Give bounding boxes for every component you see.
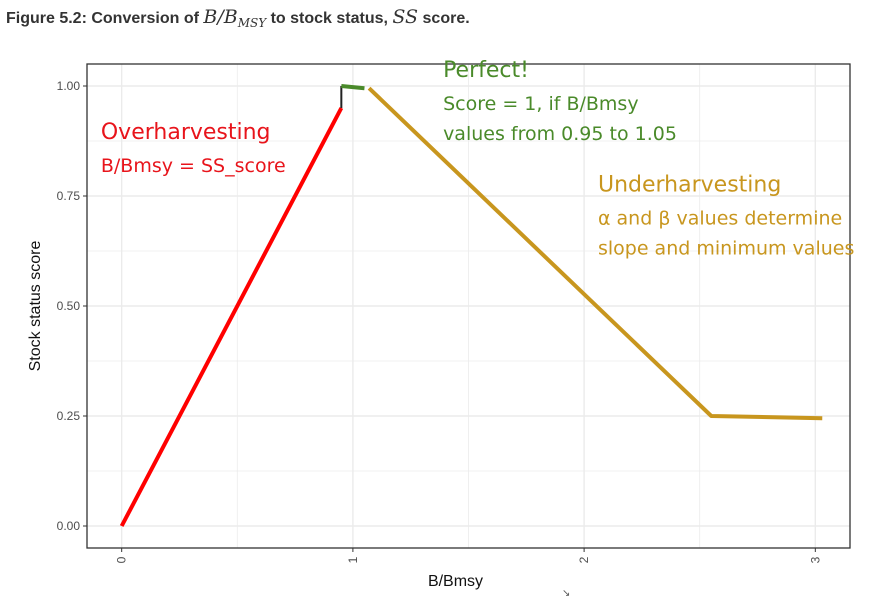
caption-math-ss: SS bbox=[392, 6, 419, 28]
x-tick-label: 3 bbox=[808, 556, 822, 563]
x-tick-label: 1 bbox=[346, 556, 360, 563]
y-tick-label: 0.75 bbox=[57, 189, 81, 203]
caption-middle: to stock status, bbox=[266, 10, 393, 27]
y-tick-label: 0.25 bbox=[57, 409, 81, 423]
annotation-overharvesting-title: Overharvesting bbox=[101, 120, 271, 145]
series-line-1 bbox=[119, 107, 344, 527]
x-axis-title: B/Bmsy bbox=[428, 573, 483, 590]
annotation-perfect-line-1: Score = 1, if B/Bmsy bbox=[443, 93, 639, 115]
figure-caption: Figure 5.2: Conversion of B/BMSY to stoc… bbox=[6, 6, 470, 30]
x-tick-label: 2 bbox=[577, 556, 591, 563]
annotation-underharvesting-line-2: slope and minimum values bbox=[598, 238, 854, 260]
x-tick-label: 0 bbox=[115, 556, 129, 563]
annotation-underharvesting-title: Underharvesting bbox=[598, 173, 781, 198]
caption-math-b-bmsy: B/BMSY bbox=[203, 6, 267, 30]
annotation-underharvesting-line-1: α and β values determine bbox=[598, 208, 842, 230]
annotation-perfect-title: Perfect! bbox=[443, 58, 529, 83]
mouse-cursor-icon: ↘ bbox=[562, 588, 571, 599]
caption-suffix: score. bbox=[418, 10, 470, 27]
y-tick-label: 1.00 bbox=[57, 79, 81, 93]
y-tick-label: 0.00 bbox=[57, 519, 81, 533]
y-axis-title: Stock status score bbox=[27, 241, 44, 372]
series-line-4 bbox=[367, 86, 823, 421]
y-tick-label: 0.50 bbox=[57, 299, 81, 313]
annotation-perfect-line-2: values from 0.95 to 1.05 bbox=[443, 123, 677, 145]
annotation-overharvesting-line-1: B/Bmsy = SS_score bbox=[101, 155, 286, 177]
caption-prefix: Figure 5.2: Conversion of bbox=[6, 10, 204, 27]
series-line-3 bbox=[341, 84, 365, 91]
